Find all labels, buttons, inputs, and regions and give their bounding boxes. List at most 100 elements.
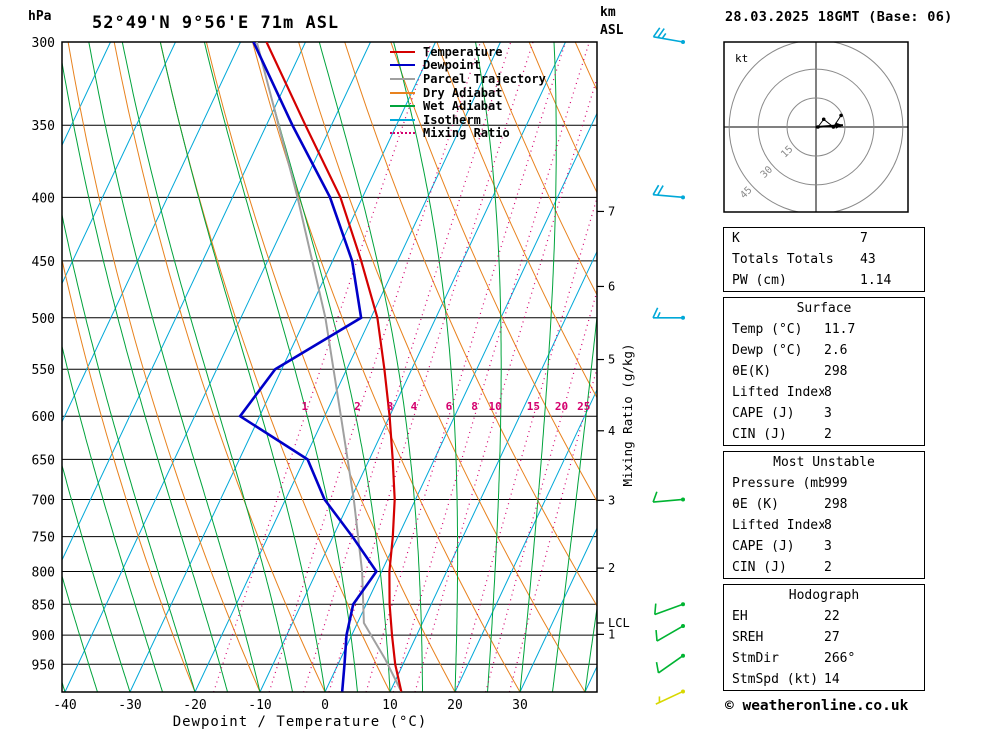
legend: Temperature Dewpoint Parcel Trajectory Dry …	[390, 45, 546, 140]
legend-swatch	[390, 105, 415, 108]
stats-tables: K 7 Totals Totals 43 PW (cm) 1.14 Surface Temp …	[723, 227, 927, 691]
temperature-tick-label: 30	[512, 698, 528, 713]
hodograph-ring-label: 15	[779, 144, 795, 160]
pressure-tick-label: 650	[32, 453, 55, 468]
hodograph-ring-label: 30	[759, 164, 775, 180]
sounding-curves	[238, 42, 403, 692]
stats-table-indices: K 7 Totals Totals 43 PW (cm) 1.14	[723, 227, 925, 292]
wind-barb	[652, 307, 685, 320]
legend-item-temperature: Temperature	[390, 45, 546, 59]
stat-value: 3	[824, 539, 832, 554]
table-row: θE(K) 298	[724, 361, 925, 382]
hodograph-ring-label: 45	[738, 185, 754, 201]
legend-item-wet-adiabat: Wet Adiabat	[390, 99, 546, 113]
table-row: Pressure (mb) 999	[724, 473, 925, 494]
background-line-families	[62, 42, 597, 692]
temperature-tick-label: -20	[183, 698, 206, 713]
lcl-label: LCL	[608, 616, 630, 630]
pressure-tick-label: 700	[32, 493, 55, 508]
altitude-unit-km: km	[600, 5, 616, 20]
stat-value: 43	[860, 252, 876, 267]
table-row: StmDir 266°	[724, 648, 925, 669]
stat-label: SREH	[732, 630, 764, 645]
km-tick-label: 4	[608, 424, 615, 438]
table-row: StmSpd (kt) 14	[724, 669, 925, 691]
pressure-tick-label: 350	[32, 119, 55, 134]
temperature-tick-label: -40	[53, 698, 76, 713]
axis-labels: 3003504004505005506006507007508008509009…	[32, 36, 630, 713]
table-row: EH 22	[724, 606, 925, 627]
stat-label: StmSpd (kt)	[732, 672, 819, 687]
stat-label: K	[732, 231, 740, 246]
wind-barb	[652, 184, 685, 200]
hodograph-unit-label: kt	[735, 52, 748, 65]
wind-barb	[652, 27, 685, 44]
hodograph-border	[723, 41, 909, 213]
station-title: 52°49'N 9°56'E 71m ASL	[92, 13, 339, 33]
legend-item-dewpoint: Dewpoint	[390, 58, 546, 73]
stat-value: 266°	[824, 651, 856, 666]
legend-label: Parcel Trajectory	[423, 71, 546, 86]
legend-label: Mixing Ratio	[423, 126, 510, 141]
stat-label: PW (cm)	[732, 273, 787, 288]
table-row: Totals Totals 43	[724, 249, 925, 270]
legend-label: Dewpoint	[423, 58, 481, 73]
table-row: CAPE (J) 3	[724, 403, 925, 424]
temperature-curve	[265, 42, 403, 692]
pressure-tick-label: 750	[32, 531, 55, 546]
wind-barb	[655, 689, 685, 705]
legend-label: Temperature	[423, 44, 503, 59]
table-row: Lifted Index 8	[724, 515, 925, 536]
legend-swatch	[390, 91, 415, 94]
stat-label: Pressure (mb)	[732, 476, 824, 491]
stat-value: 2	[824, 427, 832, 442]
stat-value: 8	[824, 518, 832, 533]
stat-label: CAPE (J)	[732, 539, 795, 554]
table-header: Surface	[796, 301, 852, 316]
wind-barb	[655, 653, 685, 674]
stats-table-most-unstable: Most Unstable Pressure (mb) 999 θE (K) 298 Li…	[723, 451, 925, 579]
table-header: Most Unstable	[773, 455, 875, 470]
km-tick-label: 1	[608, 627, 615, 641]
legend-swatch	[390, 118, 415, 121]
stat-value: 7	[860, 231, 868, 246]
table-row: CIN (J) 2	[724, 424, 925, 446]
mixing-ratio-value-label: 15	[527, 400, 540, 413]
pressure-unit-label: hPa	[28, 9, 52, 24]
stat-label: Lifted Index	[732, 385, 824, 400]
stat-label: CAPE (J)	[732, 406, 795, 421]
stats-table-hodograph: Hodograph EH 22 SREH 27 StmDir 266° StmSpd (kt)…	[723, 584, 925, 691]
datetime-title: 28.03.2025 18GMT (Base: 06)	[725, 9, 953, 25]
km-tick-label: 2	[608, 561, 615, 575]
wind-barb	[652, 491, 685, 503]
stat-label: Lifted Index	[732, 518, 824, 533]
stat-value: 2	[824, 560, 832, 575]
parcel-trajectory-curve	[255, 42, 403, 692]
stat-label: EH	[732, 609, 748, 624]
temperature-tick-label: -10	[248, 698, 271, 713]
wind-barb	[655, 624, 685, 642]
stat-label: Dewp (°C)	[732, 343, 803, 358]
pressure-tick-label: 550	[32, 363, 55, 378]
table-row: SREH 27	[724, 627, 925, 648]
stat-value: 1.14	[860, 273, 892, 288]
stat-value: 298	[824, 364, 848, 379]
table-row: CAPE (J) 3	[724, 536, 925, 557]
legend-item-dry-adiabat: Dry Adiabat	[390, 86, 546, 100]
skewt-chart: 3003504004505005506006507007508008509009…	[28, 5, 685, 730]
mixing-ratio-value-label: 3	[387, 400, 394, 413]
altitude-unit-asl: ASL	[600, 23, 624, 38]
mixing-ratio-value-label: 2	[354, 400, 361, 413]
legend-item-mixing-ratio: Mixing Ratio	[390, 126, 546, 141]
table-row: PW (cm) 1.14	[724, 270, 925, 292]
stat-label: θE (K)	[732, 497, 779, 512]
mixing-ratio-value-label: 25	[577, 400, 590, 413]
table-row: CIN (J) 2	[724, 557, 925, 579]
mixing-ratio-value-label: 10	[488, 400, 501, 413]
mixing-ratio-value-label: 4	[411, 400, 418, 413]
mixing-ratio-value-label: 6	[446, 400, 453, 413]
